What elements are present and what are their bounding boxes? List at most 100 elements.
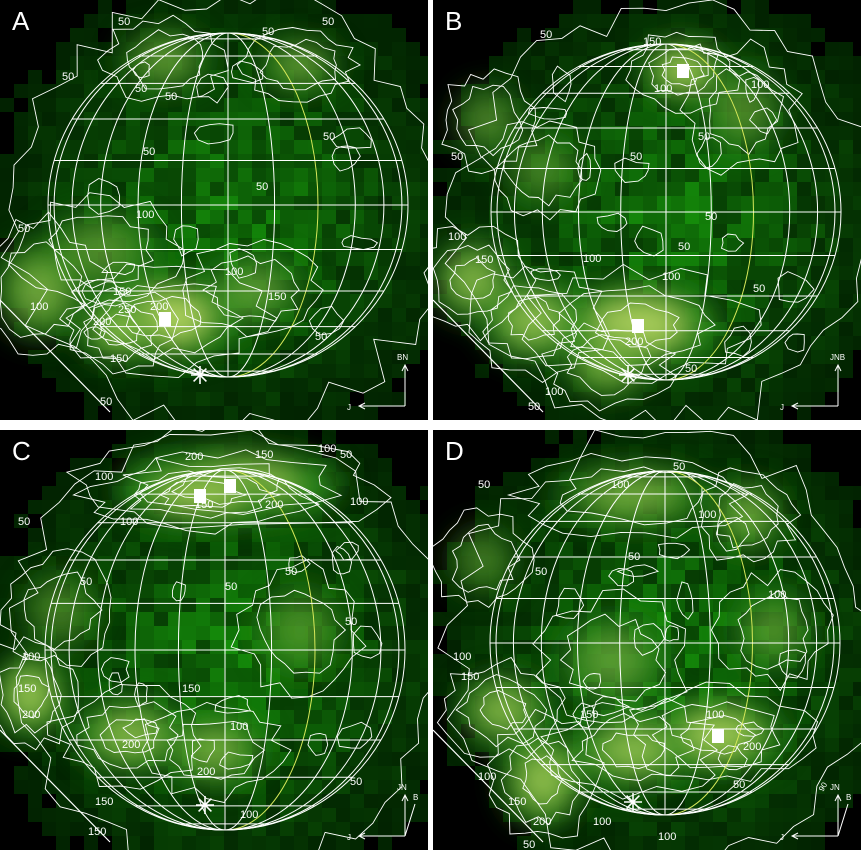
emission-pixel: [56, 70, 70, 84]
emission-pixel: [224, 98, 238, 112]
emission-pixel: [531, 528, 545, 542]
emission-pixel: [196, 836, 210, 850]
emission-pixel: [461, 612, 475, 626]
emission-pixel: [769, 238, 783, 252]
emission-pixel: [154, 542, 168, 556]
emission-pixel: [154, 406, 168, 420]
emission-pixel: [741, 406, 755, 420]
emission-pixel: [154, 196, 168, 210]
emission-pixel: [503, 472, 517, 486]
emission-pixel: [392, 322, 406, 336]
emission-pixel: [210, 626, 224, 640]
emission-pixel: [140, 556, 154, 570]
emission-pixel: [559, 598, 573, 612]
emission-pixel: [615, 14, 629, 28]
emission-pixel: [280, 696, 294, 710]
contour-line: [559, 613, 667, 702]
emission-pixel: [839, 84, 853, 98]
emission-pixel: [322, 196, 336, 210]
emission-pixel: [336, 84, 350, 98]
emission-pixel: [378, 140, 392, 154]
emission-pixel: [154, 626, 168, 640]
emission-pixel: [685, 612, 699, 626]
emission-pixel: [126, 392, 140, 406]
emission-pixel: [559, 14, 573, 28]
emission-blob-core: [478, 690, 528, 730]
emission-pixel: [671, 224, 685, 238]
emission-pixel: [406, 294, 420, 308]
emission-pixel: [713, 444, 727, 458]
emission-pixel: [685, 252, 699, 266]
emission-pixel: [839, 364, 853, 378]
emission-pixel: [825, 378, 839, 392]
emission-pixel: [671, 654, 685, 668]
emission-pixel: [559, 238, 573, 252]
emission-pixel: [28, 780, 42, 794]
emission-pixel: [0, 738, 14, 752]
emission-pixel: [713, 28, 727, 42]
emission-pixel: [98, 168, 112, 182]
contour-line: [256, 589, 347, 674]
emission-pixel: [811, 294, 825, 308]
emission-pixel: [98, 640, 112, 654]
emission-pixel: [587, 444, 601, 458]
emission-pixel: [14, 84, 28, 98]
emission-pixel: [350, 126, 364, 140]
emission-pixel: [657, 836, 671, 850]
emission-pixel: [420, 640, 428, 654]
emission-pixel: [168, 626, 182, 640]
emission-pixel: [741, 224, 755, 238]
emission-pixel: [294, 168, 308, 182]
emission-pixel: [98, 780, 112, 794]
emission-pixel: [699, 182, 713, 196]
emission-pixel: [811, 542, 825, 556]
emission-pixel: [392, 626, 406, 640]
emission-pixel: [42, 98, 56, 112]
emission-pixel: [699, 238, 713, 252]
emission-pixel: [350, 364, 364, 378]
emission-pixel: [392, 528, 406, 542]
emission-pixel: [350, 406, 364, 420]
contours: [0, 0, 428, 420]
emission-pixel: [364, 766, 378, 780]
emission-pixel: [378, 472, 392, 486]
emission-pixel: [378, 224, 392, 238]
emission-pixel: [783, 780, 797, 794]
emission-pixel: [42, 822, 56, 836]
emission-pixel: [28, 168, 42, 182]
emission-pixel: [364, 392, 378, 406]
emission-pixel: [629, 430, 643, 444]
emission-pixel: [783, 836, 797, 850]
emission-pixel: [140, 14, 154, 28]
emission-pixel: [98, 654, 112, 668]
emission-pixel: [615, 598, 629, 612]
emission-pixel: [336, 528, 350, 542]
emission-pixel: [475, 154, 489, 168]
emission-pixel: [322, 696, 336, 710]
emission-pixel: [210, 430, 224, 444]
emission-pixel: [28, 766, 42, 780]
emission-pixel: [461, 640, 475, 654]
emission-pixel: [503, 42, 517, 56]
emission-pixel: [797, 112, 811, 126]
contour-line: [676, 581, 694, 620]
emission-pixel: [559, 406, 573, 420]
emission-pixel: [406, 500, 420, 514]
emission-pixel: [0, 598, 14, 612]
emission-pixel: [182, 392, 196, 406]
emission-pixel: [252, 210, 266, 224]
emission-pixel: [308, 406, 322, 420]
emission-pixel: [699, 668, 713, 682]
emission-pixel: [168, 556, 182, 570]
emission-pixel: [294, 210, 308, 224]
emission-pixel: [42, 780, 56, 794]
emission-pixel: [378, 500, 392, 514]
emission-pixel: [559, 42, 573, 56]
emission-pixel: [84, 140, 98, 154]
emission-pixel: [112, 836, 126, 850]
emission-pixel: [573, 42, 587, 56]
emission-pixel: [98, 808, 112, 822]
emission-pixel: [224, 182, 238, 196]
contour-label: 100: [318, 443, 336, 455]
